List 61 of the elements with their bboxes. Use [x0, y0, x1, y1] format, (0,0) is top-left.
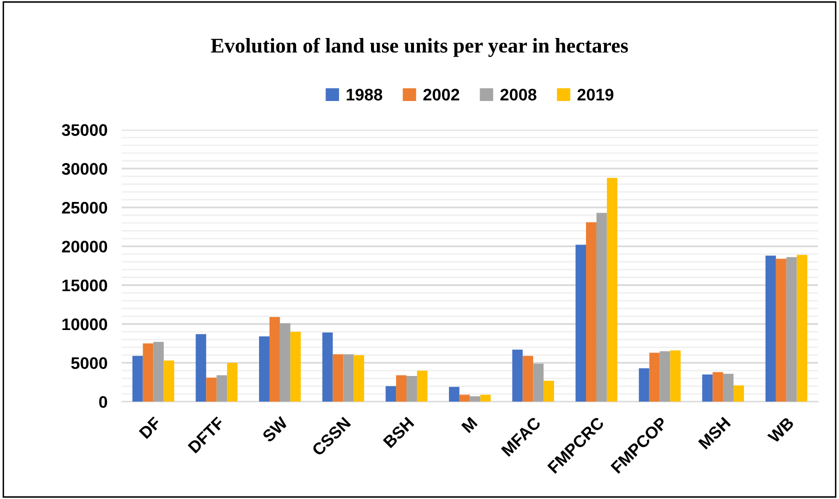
bar	[332, 354, 344, 402]
bar	[196, 334, 206, 402]
legend-label: 2019	[577, 88, 614, 101]
bar	[596, 212, 607, 402]
bar	[470, 396, 480, 402]
legend-label: 1988	[346, 88, 382, 101]
bar	[396, 375, 407, 402]
bar	[416, 370, 428, 402]
bar	[776, 258, 786, 402]
bar	[649, 352, 660, 402]
bar	[153, 342, 164, 402]
bar	[606, 178, 618, 402]
x-tick-label: DF	[138, 416, 162, 440]
bar	[142, 343, 154, 402]
bar	[576, 244, 586, 402]
bar	[533, 364, 544, 402]
bar	[459, 394, 470, 402]
bar	[586, 222, 596, 402]
bar	[638, 368, 650, 402]
y-tick-label: 25000	[62, 202, 108, 214]
bar	[280, 323, 290, 402]
y-tick-label: 10000	[62, 318, 108, 330]
y-tick-label: 0	[99, 396, 108, 408]
bar	[206, 378, 217, 402]
bar	[712, 372, 724, 402]
x-tick-label: M	[461, 416, 478, 434]
bar	[164, 360, 174, 402]
chart-title: Evolution of land use units per year in hectares	[210, 38, 628, 57]
bar	[723, 374, 734, 402]
bar	[322, 332, 333, 402]
y-tick-label: 15000	[62, 280, 108, 292]
y-tick-label: 5000	[71, 357, 108, 370]
bar	[216, 375, 228, 402]
bar	[734, 385, 744, 402]
bar	[480, 394, 491, 402]
y-tick-label: 20000	[62, 240, 108, 252]
y-tick-label: 30000	[62, 162, 108, 175]
bar	[269, 317, 280, 402]
bar	[660, 351, 670, 402]
bar	[290, 332, 301, 402]
bar	[132, 356, 143, 402]
bar	[386, 386, 396, 402]
bar	[796, 254, 808, 402]
legend-label: 2002	[423, 88, 460, 101]
bar	[786, 257, 797, 402]
bar	[512, 350, 523, 402]
bar	[406, 376, 417, 402]
bar	[765, 256, 776, 402]
bar	[544, 380, 554, 402]
y-tick-label: 35000	[62, 124, 108, 136]
bar	[448, 386, 460, 402]
bar	[670, 350, 681, 402]
x-tick-label: WB	[767, 416, 794, 444]
legend-label: 2008	[500, 88, 536, 101]
bar	[259, 336, 270, 402]
x-tick-label: SW	[262, 416, 289, 443]
bar	[227, 362, 238, 402]
bar	[354, 355, 364, 402]
bar	[702, 374, 713, 402]
bar	[343, 354, 354, 402]
bar	[522, 356, 534, 402]
